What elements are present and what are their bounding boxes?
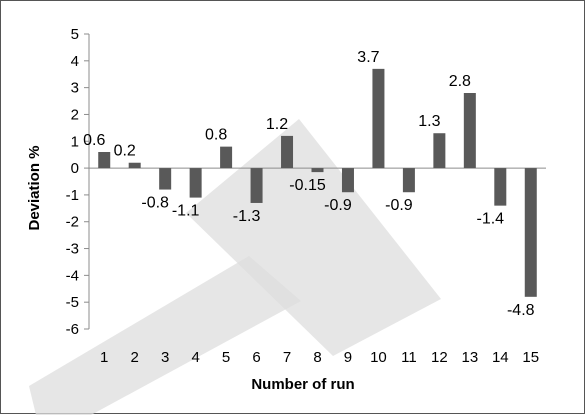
y-tick-label: -2: [66, 214, 79, 231]
x-tick-label: 12: [431, 349, 448, 366]
x-tick-label: 11: [401, 349, 417, 366]
bar: [463, 93, 476, 169]
y-tick-label: -5: [66, 294, 79, 311]
bar: [494, 168, 507, 206]
bar: [159, 168, 172, 190]
data-label: 1.2: [266, 116, 288, 133]
y-tick-label: 1: [71, 133, 79, 150]
bar: [128, 162, 141, 169]
y-tick-label: 4: [71, 53, 79, 70]
bar: [98, 152, 111, 169]
bar: [402, 168, 415, 193]
y-tick-label: 3: [71, 80, 79, 97]
data-label: 2.8: [449, 73, 471, 90]
data-label: 1.3: [418, 113, 440, 130]
bar: [220, 146, 233, 169]
y-tick-label: 0: [71, 160, 79, 177]
data-label: 3.7: [357, 49, 379, 66]
bar: [311, 168, 324, 173]
y-axis-title: Deviation %: [26, 145, 43, 230]
x-tick-label: 1: [100, 349, 108, 366]
y-tick-label: -1: [66, 187, 79, 204]
bar: [189, 168, 202, 198]
y-tick-label: -4: [66, 267, 79, 284]
data-label: -1.3: [233, 208, 261, 225]
y-tick-label: 2: [71, 106, 79, 123]
x-tick-label: 9: [344, 349, 352, 366]
data-label: 0.8: [205, 127, 227, 144]
watermark: [29, 119, 441, 415]
x-tick-label: 10: [370, 349, 387, 366]
x-tick-label: 6: [252, 349, 260, 366]
bar: [524, 168, 537, 297]
bar: [341, 168, 354, 193]
data-label: 0.6: [83, 132, 105, 149]
data-label: -1.4: [477, 211, 505, 228]
y-tick-label: 5: [71, 26, 79, 43]
data-label: -4.8: [507, 302, 535, 319]
x-tick-label: 13: [461, 349, 478, 366]
watermark-stripe-lower: [29, 256, 301, 415]
x-tick-label: 8: [313, 349, 321, 366]
bar: [250, 168, 263, 203]
bar: [372, 68, 385, 169]
x-tick-label: 4: [191, 349, 199, 366]
x-tick-label: 15: [522, 349, 539, 366]
data-label: -1.1: [172, 203, 200, 220]
x-tick-label: 7: [283, 349, 291, 366]
x-tick-label: 3: [161, 349, 169, 366]
data-label: -0.8: [141, 195, 169, 212]
x-tick-label: 14: [492, 349, 509, 366]
data-label: -0.9: [324, 197, 352, 214]
x-tick-label: 2: [131, 349, 139, 366]
data-label: 0.2: [114, 143, 136, 160]
x-tick-label: 5: [222, 349, 230, 366]
x-axis-title: Number of run: [251, 376, 354, 393]
data-labels: 0.6 0.2 -0.8 -1.1 0.8 -1.3 1.2 -0.15 -0.9 3.7 -0.9…: [83, 49, 535, 319]
y-tick-label: -3: [66, 241, 79, 258]
data-label: -0.9: [385, 197, 413, 214]
watermark-stripe-upper: [186, 119, 441, 356]
data-label: -0.15: [289, 177, 326, 194]
bars: [98, 68, 537, 297]
bar: [433, 133, 446, 169]
bar: [281, 135, 294, 169]
y-tick-label: -6: [66, 321, 79, 338]
